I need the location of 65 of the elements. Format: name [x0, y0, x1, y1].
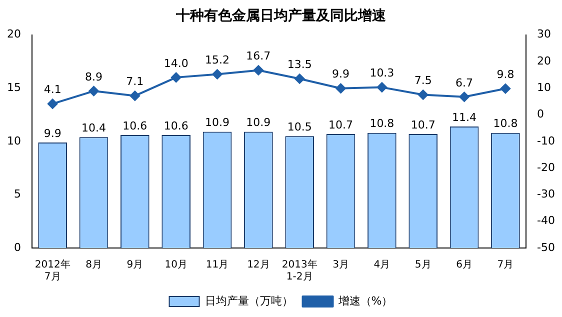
- data-label: 13.5: [287, 58, 312, 72]
- point: [48, 98, 58, 109]
- y2-tick-label: -10: [537, 134, 555, 148]
- y2-tick-label: -30: [537, 188, 555, 201]
- x-tick-label: 4月: [374, 260, 390, 271]
- data-label: 10.3: [370, 66, 394, 80]
- point: [459, 92, 470, 102]
- point: [88, 86, 99, 96]
- point: [336, 83, 346, 94]
- point: [253, 65, 264, 76]
- data-label: 9.9: [332, 68, 350, 81]
- data-label: 7.5: [414, 74, 432, 88]
- data-label: 8.9: [85, 70, 102, 84]
- y2-tick-label: -50: [537, 240, 555, 254]
- data-label: 14.0: [164, 56, 188, 70]
- data-label: 10.6: [164, 119, 188, 132]
- x-tick-label: 3月: [332, 260, 349, 271]
- data-label: 10.4: [82, 121, 106, 134]
- data-label: 7.1: [126, 75, 144, 88]
- data-label: 10.9: [205, 116, 230, 130]
- x-tick-label: 12月: [247, 260, 270, 271]
- point: [500, 84, 510, 94]
- y-tick-label: 20: [6, 28, 21, 41]
- data-label: 10.8: [493, 117, 518, 130]
- data-label: 9.9: [44, 126, 62, 140]
- data-label: 16.7: [246, 50, 271, 63]
- x-tick-label: 5月: [414, 260, 432, 271]
- y2-tick-label: 20: [537, 54, 552, 68]
- point: [130, 90, 140, 101]
- data-label: 11.4: [452, 110, 477, 124]
- x-tick-label: 9月: [126, 260, 144, 271]
- legend-label: 日均产量（万吨）: [204, 294, 293, 308]
- data-label: 10.8: [370, 117, 394, 130]
- y2-tick-label: 10: [537, 80, 552, 94]
- x-tick-label: 7月: [497, 260, 514, 271]
- point: [418, 90, 428, 100]
- point: [212, 69, 222, 80]
- y2-tick-label: -20: [537, 160, 555, 174]
- x-tick-label: 8月: [86, 260, 102, 271]
- x-tick-label: 2013年 1-2月: [282, 258, 318, 283]
- y2-tick-label: 30: [537, 28, 552, 41]
- y2-tick-label: 0: [537, 108, 544, 121]
- data-label: 15.2: [205, 54, 230, 67]
- legend-label: 增速（%）: [337, 294, 393, 308]
- data-label: 4.1: [44, 83, 62, 96]
- point: [294, 74, 305, 84]
- data-label: 10.5: [287, 120, 312, 134]
- data-label: 10.7: [328, 118, 354, 132]
- point: [376, 82, 387, 92]
- data-label: 6.7: [456, 76, 474, 90]
- y-tick-label: 10: [6, 134, 21, 148]
- x-tick-label: 11月: [206, 260, 229, 271]
- data-label: 10.6: [122, 119, 148, 132]
- chart-title: 十种有色金属日均产量及同比增速: [175, 7, 387, 24]
- data-label: 10.9: [246, 116, 271, 130]
- y2-tick-label: -40: [537, 214, 555, 228]
- x-tick-label: 2012年 7月: [34, 258, 70, 283]
- y-tick-label: 15: [6, 80, 21, 94]
- data-label: 10.7: [410, 118, 436, 132]
- y-tick-label: 0: [14, 240, 21, 254]
- y-tick-label: 5: [14, 188, 21, 201]
- point: [171, 72, 182, 82]
- x-tick-label: 10月: [164, 260, 188, 271]
- data-label: 9.8: [496, 68, 514, 81]
- x-tick-label: 6月: [456, 260, 472, 271]
